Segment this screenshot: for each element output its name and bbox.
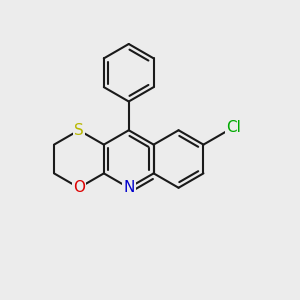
Text: O: O	[73, 180, 85, 195]
Text: S: S	[74, 123, 84, 138]
Text: Cl: Cl	[226, 120, 241, 135]
Text: N: N	[123, 180, 134, 195]
